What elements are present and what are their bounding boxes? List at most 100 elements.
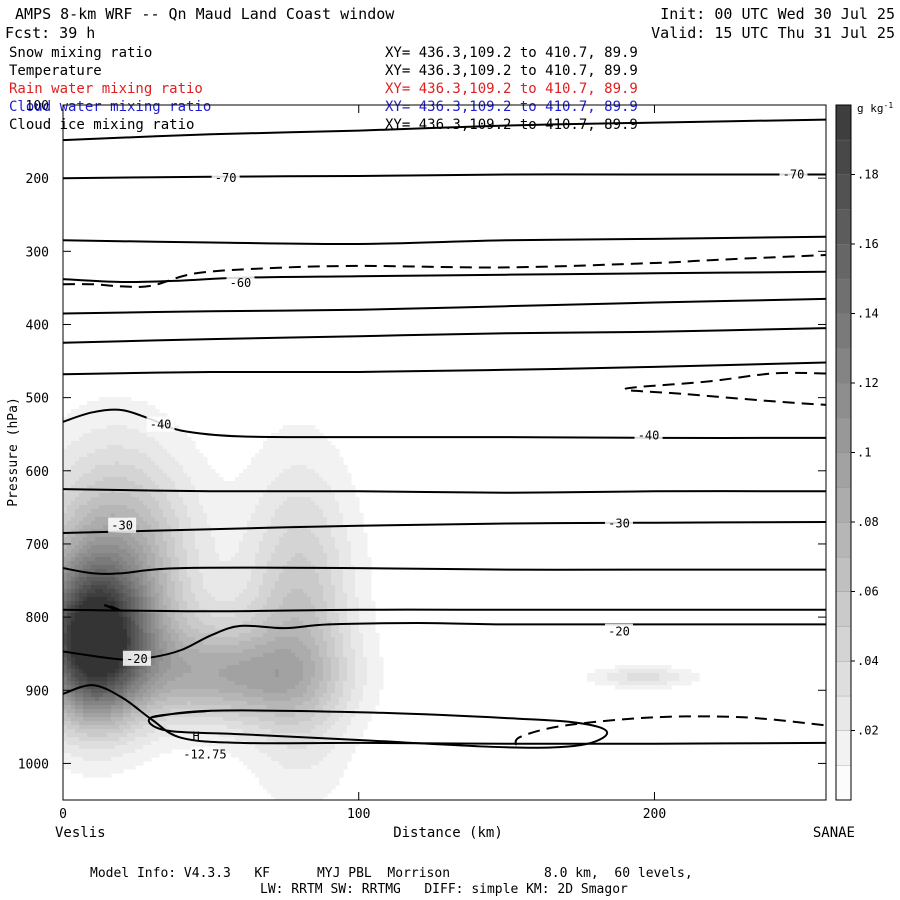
- shade-cell: [247, 537, 252, 542]
- shade-cell: [283, 705, 288, 710]
- shade-cell: [207, 525, 212, 530]
- shade-cell: [79, 665, 84, 670]
- shade-cell: [179, 445, 184, 450]
- shade-cell: [135, 753, 140, 758]
- shade-cell: [107, 717, 112, 722]
- shade-cell: [143, 745, 148, 750]
- shade-cell: [95, 533, 100, 538]
- shade-cell: [143, 533, 148, 538]
- shade-cell: [195, 597, 200, 602]
- shade-cell: [219, 625, 224, 630]
- shade-cell: [187, 521, 192, 526]
- shade-cell: [99, 489, 104, 494]
- shade-cell: [291, 553, 296, 558]
- shade-cell: [163, 573, 168, 578]
- shade-cell: [219, 673, 224, 678]
- shade-cell: [147, 685, 152, 690]
- shade-cell: [155, 477, 160, 482]
- shade-cell: [287, 581, 292, 586]
- shade-cell: [107, 541, 112, 546]
- shade-cell: [83, 441, 88, 446]
- shade-cell: [211, 693, 216, 698]
- shade-cell: [91, 741, 96, 746]
- shade-cell: [211, 481, 216, 486]
- shade-cell: [183, 461, 188, 466]
- shade-cell: [159, 737, 164, 742]
- shade-cell: [127, 705, 132, 710]
- shade-cell: [251, 573, 256, 578]
- shade-cell: [115, 437, 120, 442]
- shade-cell: [231, 509, 236, 514]
- shade-cell: [275, 613, 280, 618]
- shade-cell: [267, 545, 272, 550]
- shade-cell: [271, 453, 276, 458]
- shade-cell: [151, 733, 156, 738]
- shade-cell: [115, 557, 120, 562]
- shade-cell: [195, 517, 200, 522]
- shade-cell: [215, 529, 220, 534]
- shade-cell: [139, 533, 144, 538]
- shade-cell: [219, 569, 224, 574]
- shade-cell: [279, 749, 284, 754]
- shade-cell: [107, 653, 112, 658]
- shade-cell: [127, 489, 132, 494]
- shade-cell: [263, 613, 268, 618]
- shade-cell: [267, 681, 272, 686]
- shade-cell: [267, 461, 272, 466]
- shade-cell: [123, 741, 128, 746]
- shade-cell: [63, 533, 68, 538]
- shade-cell: [87, 629, 92, 634]
- shade-cell: [187, 497, 192, 502]
- shade-cell: [115, 477, 120, 482]
- shade-cell: [279, 777, 284, 782]
- shade-cell: [95, 513, 100, 518]
- shade-cell: [291, 589, 296, 594]
- shade-cell: [167, 745, 172, 750]
- shade-cell: [167, 601, 172, 606]
- shade-cell: [83, 741, 88, 746]
- shade-cell: [111, 765, 116, 770]
- shade-cell: [83, 697, 88, 702]
- shade-cell: [251, 625, 256, 630]
- shade-cell: [259, 629, 264, 634]
- shade-cell: [119, 405, 124, 410]
- shade-cell: [87, 413, 92, 418]
- shade-cell: [151, 457, 156, 462]
- shade-cell: [67, 665, 72, 670]
- shade-cell: [219, 669, 224, 674]
- shade-cell: [155, 553, 160, 558]
- shade-cell: [283, 717, 288, 722]
- shade-cell: [215, 733, 220, 738]
- shade-cell: [67, 553, 72, 558]
- shade-cell: [179, 645, 184, 650]
- shade-cell: [271, 449, 276, 454]
- shade-cell: [231, 529, 236, 534]
- shade-cell: [63, 509, 68, 514]
- shade-cell: [107, 425, 112, 430]
- shade-cell: [167, 501, 172, 506]
- shade-cell: [67, 441, 72, 446]
- shade-cell: [159, 445, 164, 450]
- shade-cell: [131, 693, 136, 698]
- shade-cell: [247, 693, 252, 698]
- shade-cell: [259, 677, 264, 682]
- shade-cell: [91, 553, 96, 558]
- shade-cell: [291, 753, 296, 758]
- shade-cell: [127, 581, 132, 586]
- shade-cell: [111, 461, 116, 466]
- shade-cell: [91, 593, 96, 598]
- shade-cell: [159, 501, 164, 506]
- shade-cell: [87, 625, 92, 630]
- shade-cell: [63, 745, 68, 750]
- shade-cell: [235, 685, 240, 690]
- shade-cell: [71, 537, 76, 542]
- shade-cell: [163, 445, 168, 450]
- shade-cell: [87, 465, 92, 470]
- shade-cell: [207, 673, 212, 678]
- shade-cell: [295, 533, 300, 538]
- shade-cell: [287, 597, 292, 602]
- shade-cell: [223, 621, 228, 626]
- shade-cell: [167, 573, 172, 578]
- shade-cell: [247, 513, 252, 518]
- shade-cell: [223, 529, 228, 534]
